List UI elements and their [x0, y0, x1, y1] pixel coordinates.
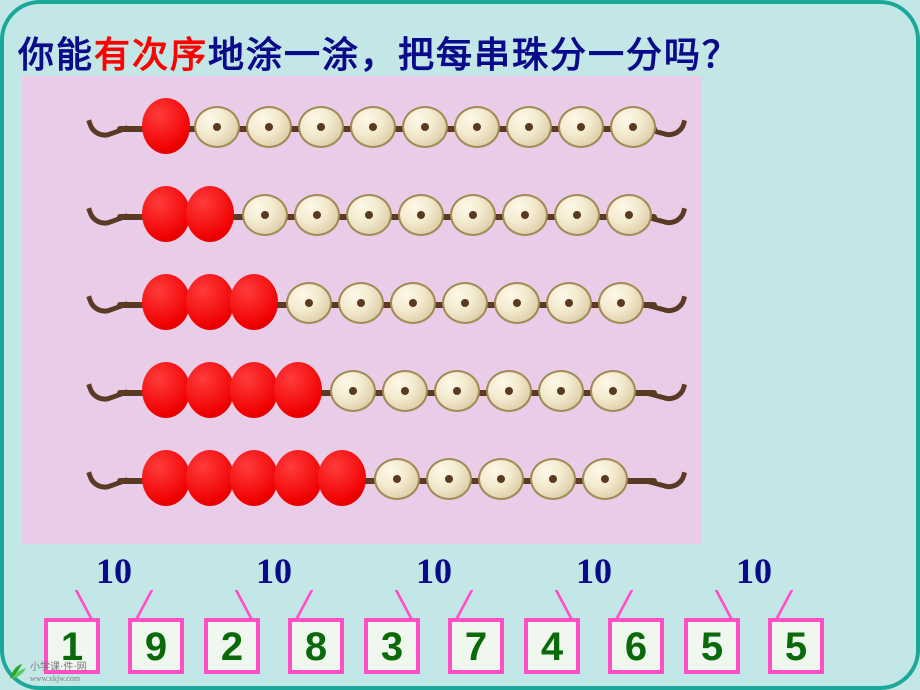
bead-red [186, 362, 234, 418]
bead-plain [606, 194, 652, 236]
bead-plain [506, 106, 552, 148]
bond-top-number: 10 [514, 550, 674, 594]
bond-top-number: 10 [194, 550, 354, 594]
bond-top-number: 10 [354, 550, 514, 594]
bead-plain [454, 106, 500, 148]
bond-pair: 46 [524, 618, 664, 674]
bead-plain [286, 282, 332, 324]
bond-branch [234, 590, 314, 620]
bead-plain [338, 282, 384, 324]
title-accent: 有次序 [94, 35, 208, 75]
bead-red [186, 274, 234, 330]
bond-left-number: 2 [204, 618, 260, 674]
bead-red [142, 186, 190, 242]
title-post: 地涂一涂，把每串珠分一分吗？ [208, 35, 740, 75]
bead-red [186, 450, 234, 506]
bead-plain [546, 282, 592, 324]
bond-right-number: 5 [768, 618, 824, 674]
bead-plain [330, 370, 376, 412]
bead-red [142, 274, 190, 330]
bead-plain [598, 282, 644, 324]
bond-branch [394, 590, 474, 620]
bond-right-number: 8 [288, 618, 344, 674]
bead-plain [390, 282, 436, 324]
bead-plain [478, 458, 524, 500]
bead-plain [554, 194, 600, 236]
bead-red [318, 450, 366, 506]
bond-right-number: 9 [128, 618, 184, 674]
bond-left-number: 3 [364, 618, 420, 674]
bead-plain [374, 458, 420, 500]
bond-pair: 28 [204, 618, 344, 674]
bond-right-number: 6 [608, 618, 664, 674]
bead-plain [582, 458, 628, 500]
question-title: 你能有次序地涂一涂，把每串珠分一分吗？ [18, 26, 740, 78]
bead-plain [298, 106, 344, 148]
watermark-text: 小学课·件·网 [30, 662, 87, 673]
number-bond: 10 28 [194, 550, 354, 680]
bead-red [230, 450, 278, 506]
bead-red [186, 186, 234, 242]
bead-plain [538, 370, 584, 412]
bead-plain [350, 106, 396, 148]
bead-plain [502, 194, 548, 236]
bead-plain [242, 194, 288, 236]
bead-plain [590, 370, 636, 412]
bead-red [230, 362, 278, 418]
bond-pair: 55 [684, 618, 824, 674]
bead-row [22, 172, 702, 260]
bead-plain [610, 106, 656, 148]
bead-plain [486, 370, 532, 412]
bead-plain [402, 106, 448, 148]
leaf-icon [8, 662, 28, 680]
number-bond: 10 37 [354, 550, 514, 680]
bond-left-number: 4 [524, 618, 580, 674]
bead-plain [346, 194, 392, 236]
bead-plain [426, 458, 472, 500]
bead-plain [398, 194, 444, 236]
title-pre: 你能 [18, 35, 94, 75]
bond-right-number: 7 [448, 618, 504, 674]
bond-branch [714, 590, 794, 620]
bead-row [22, 84, 702, 172]
bond-top-number: 10 [674, 550, 834, 594]
bead-plain [558, 106, 604, 148]
bead-plain [294, 194, 340, 236]
bead-plain [434, 370, 480, 412]
bond-pair: 37 [364, 618, 504, 674]
bead-row [22, 348, 702, 436]
bond-branch [554, 590, 634, 620]
bead-red [274, 450, 322, 506]
watermark-url: www.xkjw.com [30, 674, 80, 683]
bond-top-number: 10 [34, 550, 194, 594]
number-bond: 10 46 [514, 550, 674, 680]
bead-plain [530, 458, 576, 500]
bead-plain [246, 106, 292, 148]
bead-red [142, 450, 190, 506]
bead-row [22, 260, 702, 348]
bead-plain [382, 370, 428, 412]
bead-plain [450, 194, 496, 236]
bond-left-number: 5 [684, 618, 740, 674]
bond-branch [74, 590, 154, 620]
watermark: 小学课·件·网 www.xkjw.com [8, 658, 87, 684]
bead-panel [22, 76, 702, 544]
number-bond: 10 55 [674, 550, 834, 680]
bead-plain [194, 106, 240, 148]
bead-red [274, 362, 322, 418]
number-bonds-row: 10191028103710461055 [34, 550, 854, 680]
bead-row [22, 436, 702, 524]
bead-plain [494, 282, 540, 324]
bead-red [230, 274, 278, 330]
bead-red [142, 98, 190, 154]
bead-plain [442, 282, 488, 324]
bead-red [142, 362, 190, 418]
